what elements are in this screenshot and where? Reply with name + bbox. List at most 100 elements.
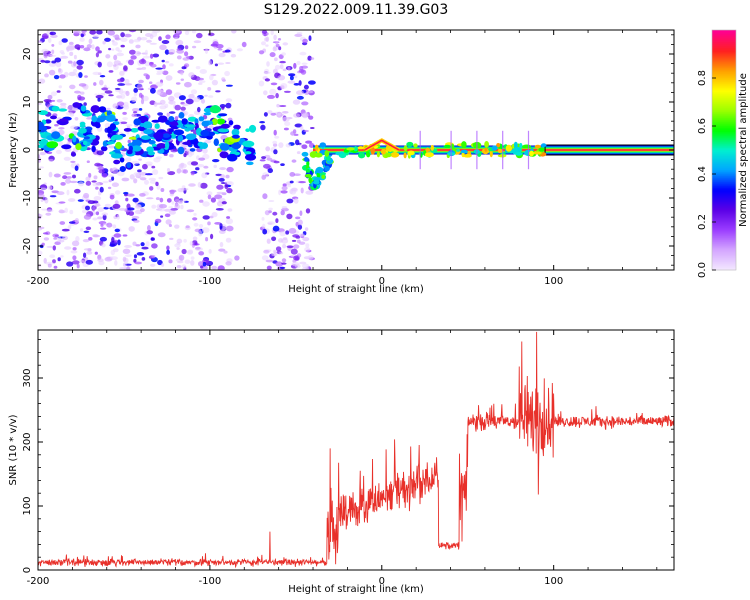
noise-cell <box>174 224 180 229</box>
noise-cell <box>267 94 275 99</box>
noise-cell <box>275 43 280 48</box>
noise-cell <box>128 30 137 33</box>
noise-cell <box>293 255 299 261</box>
noise-cell <box>49 195 57 198</box>
noise-cell <box>241 41 247 48</box>
signal-line-cell <box>456 148 460 152</box>
noise-cell <box>266 265 272 270</box>
noise-cell <box>74 218 79 223</box>
noise-cell <box>225 98 233 103</box>
noise-cell <box>74 165 79 171</box>
noise-cell <box>133 258 137 263</box>
noise-cell <box>275 261 284 267</box>
noise-cell <box>49 31 57 36</box>
noise-cell <box>170 208 178 211</box>
signal-cell <box>59 118 69 122</box>
colorbar-step <box>712 56 736 59</box>
noise-cell <box>287 66 291 71</box>
noise-cell <box>173 30 181 34</box>
noise-cell <box>190 256 195 260</box>
colorbar-step <box>712 80 736 83</box>
colorbar-step <box>712 260 736 263</box>
noise-cell <box>122 248 131 254</box>
noise-cell <box>107 186 112 190</box>
noise-cell <box>156 72 162 76</box>
noise-cell <box>62 235 68 241</box>
signal-cell <box>105 114 116 122</box>
noise-cell <box>299 210 303 216</box>
noise-cell <box>262 228 268 235</box>
noise-cell <box>219 167 227 171</box>
signal-cell <box>44 119 52 124</box>
noise-cell <box>166 112 170 117</box>
colorbar-step <box>712 88 736 91</box>
noise-cell <box>98 260 105 266</box>
colorbar-step <box>712 42 736 45</box>
noise-cell <box>296 32 303 35</box>
noise-cell <box>185 225 190 229</box>
noise-cell <box>184 259 191 264</box>
colorbar-step <box>712 94 736 97</box>
noise-cell <box>108 179 112 183</box>
noise-cell <box>81 30 87 33</box>
noise-cell <box>187 151 193 158</box>
noise-cell <box>112 34 119 38</box>
spectrogram-y-tick-label: 20 <box>22 48 33 61</box>
noise-cell <box>81 209 88 214</box>
signal-cell <box>153 131 164 140</box>
noise-cell <box>56 90 61 93</box>
colorbar-step <box>712 106 736 109</box>
noise-cell <box>127 193 135 197</box>
noise-cell <box>131 113 137 118</box>
colorbar-step <box>712 268 736 271</box>
noise-cell <box>221 106 225 110</box>
signal-cell <box>151 119 161 123</box>
noise-cell <box>155 197 160 201</box>
dip-cell <box>315 167 324 174</box>
noise-cell <box>140 98 145 105</box>
signal-line-cell <box>339 153 347 159</box>
noise-cell <box>83 47 91 52</box>
noise-cell <box>296 90 304 96</box>
noise-cell <box>291 159 297 163</box>
noise-cell <box>51 60 57 64</box>
noise-cell <box>174 116 179 121</box>
noise-cell <box>72 174 76 179</box>
spectrogram-x-ticks: -200 -100 0 100 <box>27 30 658 287</box>
noise-cell <box>207 32 215 37</box>
noise-cell <box>167 171 176 176</box>
signal-cell <box>146 146 155 153</box>
noise-cell <box>88 172 92 178</box>
noise-cell <box>50 91 58 97</box>
noise-cell <box>59 221 66 225</box>
noise-cell <box>184 51 189 57</box>
streak <box>502 130 504 170</box>
noise-cell <box>161 263 165 267</box>
noise-cell <box>286 184 291 188</box>
noise-cell <box>198 230 203 237</box>
noise-cell <box>261 217 265 221</box>
noise-cell <box>198 251 205 256</box>
noise-cell <box>60 104 67 110</box>
noise-cell <box>52 233 59 238</box>
signal-cell <box>91 115 98 123</box>
noise-cell <box>278 142 284 149</box>
spectrogram-x-tick-label: -200 <box>27 276 50 287</box>
colorbar-step <box>712 136 736 139</box>
signal-cell <box>141 135 151 141</box>
noise-cell <box>96 150 105 156</box>
signal-line-cell <box>430 144 434 151</box>
signal-cell <box>143 121 153 129</box>
noise-cell <box>289 180 294 184</box>
noise-cell <box>196 164 205 168</box>
noise-cell <box>281 185 288 191</box>
noise-cell <box>299 51 307 56</box>
noise-cell <box>67 44 75 49</box>
noise-cell <box>47 185 53 190</box>
noise-cell <box>132 197 139 203</box>
noise-cell <box>112 103 119 109</box>
noise-cell <box>281 262 287 265</box>
colorbar-step <box>712 236 736 239</box>
noise-cell <box>117 239 121 246</box>
noise-cell <box>68 140 73 143</box>
